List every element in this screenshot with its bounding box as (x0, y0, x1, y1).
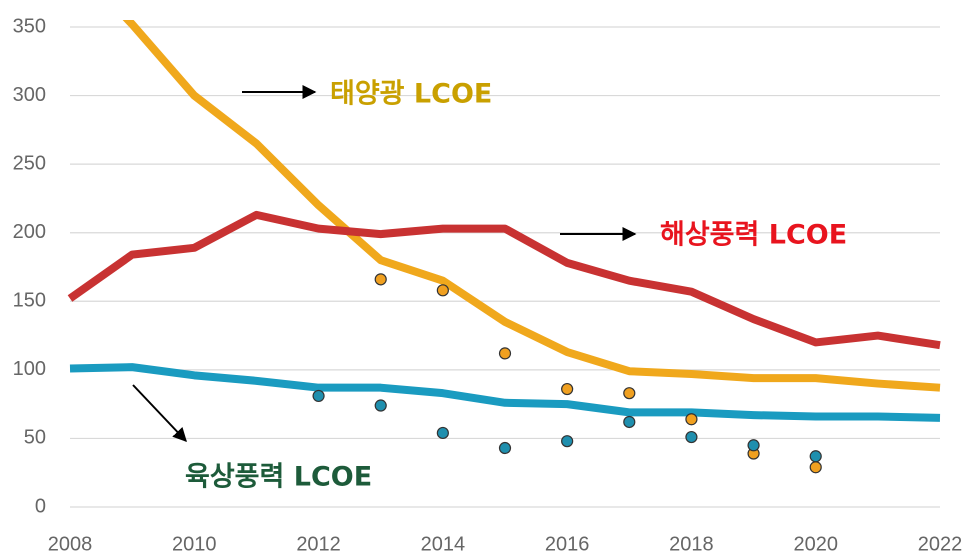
point (747, 439, 760, 452)
x-tick-label: 2022 (918, 533, 963, 555)
x-tick-label: 2016 (545, 533, 590, 555)
line (67, 210, 941, 350)
point (685, 413, 698, 426)
x-tick-label: 2018 (669, 533, 714, 555)
y-tick-label: 100 (13, 358, 46, 380)
point (498, 347, 512, 360)
annotation: 해상풍력 LCOE (660, 220, 847, 251)
y-tick-label: 200 (13, 221, 46, 243)
y-tick-label: 150 (13, 290, 46, 312)
x-tick-label: 2014 (421, 533, 466, 555)
point (374, 273, 387, 286)
y-tick-label: 300 (13, 84, 46, 106)
dots (312, 273, 822, 474)
point (809, 461, 822, 474)
y-tick-label: 250 (13, 152, 46, 174)
x-tick-label: 2012 (296, 533, 341, 555)
arrow (132, 384, 187, 443)
point (436, 284, 449, 297)
annotation: 육상풍력 LCOE (185, 462, 372, 493)
y-tick-label: 350 (13, 15, 46, 37)
x-tick-label: 2008 (48, 533, 93, 555)
point (436, 426, 449, 440)
point (498, 441, 512, 455)
point (312, 389, 325, 403)
x-tick-label: 2020 (793, 533, 838, 555)
point (623, 387, 636, 400)
y-tick-label: 50 (24, 427, 46, 449)
point (561, 435, 574, 448)
x-tick-label: 2010 (172, 533, 217, 555)
point (374, 399, 387, 412)
y-tick-label: 0 (35, 495, 46, 517)
line (69, 363, 941, 422)
point (623, 415, 636, 429)
annotation: 태양광 LCOE (330, 79, 492, 110)
point (685, 430, 698, 444)
line (122, 20, 941, 392)
lines (67, 20, 941, 422)
point (809, 450, 822, 463)
point (561, 382, 574, 396)
